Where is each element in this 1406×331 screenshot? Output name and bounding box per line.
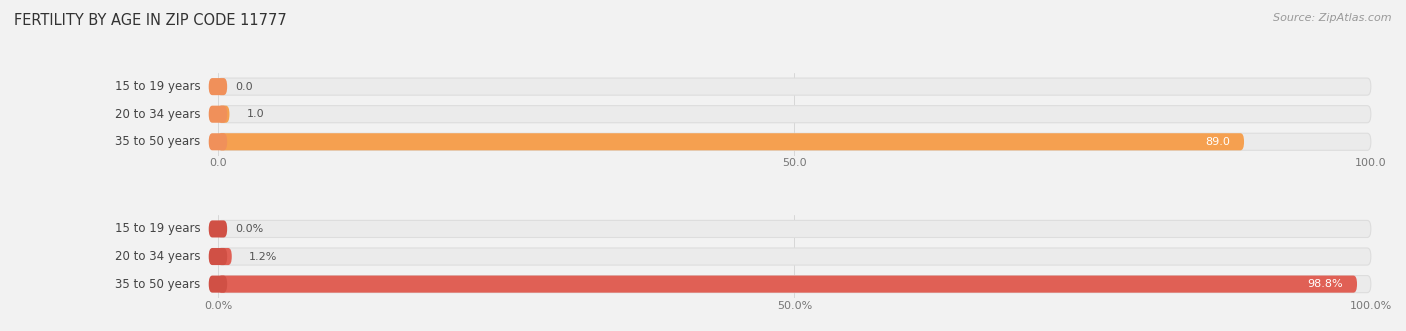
FancyBboxPatch shape	[208, 220, 228, 238]
Text: 0.0: 0.0	[235, 82, 253, 92]
Text: 1.2%: 1.2%	[249, 252, 277, 261]
Text: 35 to 50 years: 35 to 50 years	[115, 135, 201, 148]
Text: 20 to 34 years: 20 to 34 years	[115, 108, 201, 121]
FancyBboxPatch shape	[208, 133, 228, 150]
Text: 1.0: 1.0	[247, 109, 264, 119]
Text: 0.0%: 0.0%	[235, 224, 263, 234]
FancyBboxPatch shape	[218, 276, 1371, 293]
Text: 15 to 19 years: 15 to 19 years	[115, 80, 201, 93]
Text: 89.0: 89.0	[1205, 137, 1230, 147]
Text: 20 to 34 years: 20 to 34 years	[115, 250, 201, 263]
Text: 15 to 19 years: 15 to 19 years	[115, 222, 201, 235]
FancyBboxPatch shape	[218, 276, 1357, 293]
FancyBboxPatch shape	[218, 106, 1371, 123]
FancyBboxPatch shape	[208, 276, 228, 293]
FancyBboxPatch shape	[208, 248, 228, 265]
FancyBboxPatch shape	[218, 248, 1371, 265]
Text: FERTILITY BY AGE IN ZIP CODE 11777: FERTILITY BY AGE IN ZIP CODE 11777	[14, 13, 287, 28]
Text: Source: ZipAtlas.com: Source: ZipAtlas.com	[1274, 13, 1392, 23]
Text: 35 to 50 years: 35 to 50 years	[115, 278, 201, 291]
FancyBboxPatch shape	[218, 248, 232, 265]
Text: 98.8%: 98.8%	[1308, 279, 1343, 289]
FancyBboxPatch shape	[218, 220, 1371, 238]
FancyBboxPatch shape	[218, 106, 229, 123]
FancyBboxPatch shape	[208, 78, 228, 95]
FancyBboxPatch shape	[218, 78, 1371, 95]
FancyBboxPatch shape	[208, 106, 228, 123]
FancyBboxPatch shape	[218, 133, 1371, 150]
FancyBboxPatch shape	[218, 133, 1244, 150]
